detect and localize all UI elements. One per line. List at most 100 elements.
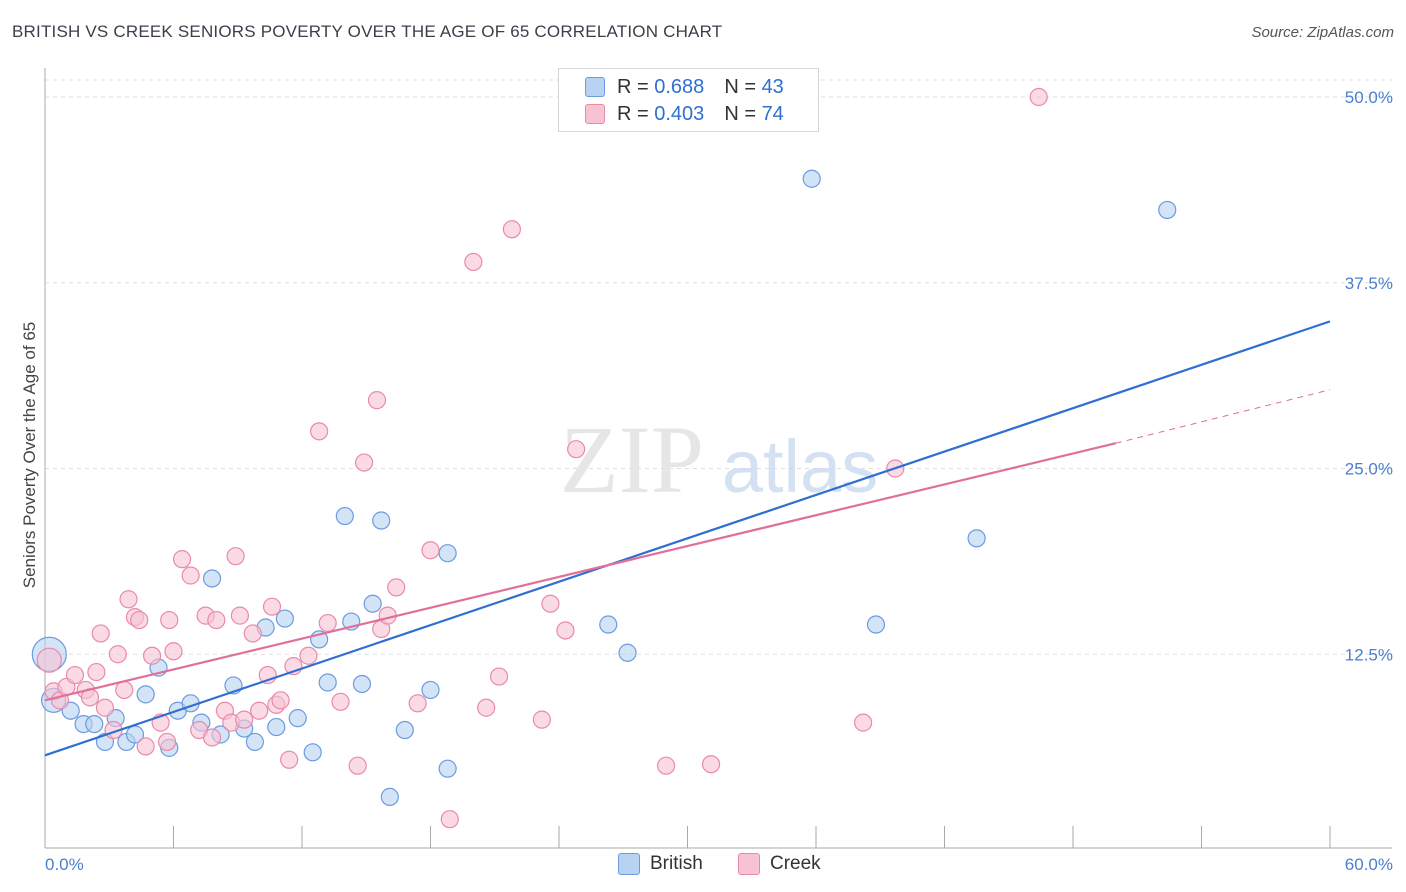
creek-point [207,610,226,630]
creek-point [115,680,134,700]
creek-point [1029,87,1048,107]
creek-point [243,624,262,643]
creek-point [181,566,200,585]
creek-point [408,694,427,713]
creek-point [701,755,721,774]
x-tick-label-min: 0.0% [45,855,84,874]
british-point [85,714,104,734]
british-r-value: 0.688 [654,75,705,98]
creek-point [280,750,299,769]
creek-point [387,578,406,597]
british-point [335,506,354,526]
axes [44,68,1392,849]
british-point [267,717,286,737]
tick-labels: 12.5% 25.0% 37.5% 50.0% 0.0% 60.0% [45,88,1393,874]
creek-point [318,613,337,633]
creek-point [250,701,269,720]
legend-row-creek: R = 0.403 N = 74 [585,102,784,126]
creek-point [854,713,873,732]
creek-trend-line [44,442,1117,702]
creek-point [36,647,62,673]
british-point [288,709,307,728]
creek-point [108,645,127,664]
y-tick-label: 50.0% [1345,88,1393,107]
british-point [395,720,414,740]
british-n-value: 43 [761,75,784,98]
y-tick-label: 25.0% [1345,460,1393,479]
creek-legend-swatch [738,853,760,875]
creek-point [464,252,483,272]
creek-point [502,220,521,239]
watermark-atlas: atlas [722,425,878,508]
british-point [245,732,264,752]
grid-lines [45,79,1392,655]
creek-point [656,756,676,775]
british-point [438,759,457,778]
bottom-legend-british: British [618,852,703,876]
british-legend-label: British [650,853,703,874]
british-point [303,743,322,762]
creek-point [299,646,318,665]
creek-point [421,541,440,560]
british-point [618,643,637,662]
creek-point [477,698,496,717]
british-n-label: N = [724,75,756,98]
british-point [136,685,155,704]
creek-point [541,594,560,613]
creek-point [262,597,282,616]
british-point [438,544,457,563]
creek-point [130,610,149,630]
creek-point [348,756,367,775]
creek-point [355,453,374,472]
british-point [275,609,294,628]
creek-point [230,606,249,625]
british-point [380,787,399,807]
creek-point [172,550,192,569]
british-trend-line [44,320,1331,757]
british-r-label: R = [617,75,649,98]
british-point [967,529,986,548]
british-point [802,169,821,188]
legend-row-british: R = 0.688 N = 43 [585,75,784,99]
british-point [352,674,372,694]
creek-point [226,547,245,566]
creek-point [164,642,183,661]
british-point [421,680,440,700]
y-tick-label: 12.5% [1345,645,1393,664]
creek-point [202,728,222,747]
british-point [202,569,222,588]
creek-point [142,646,162,665]
creek-n-label: N = [724,102,756,125]
british-point [363,594,382,613]
creek-point [91,624,110,643]
creek-point [532,710,551,729]
x-tick-label-max: 60.0% [1345,855,1393,874]
british-point [372,511,391,530]
creek-point [160,610,179,630]
creek-point [119,590,138,609]
creek-point [271,691,290,710]
creek-point [65,665,85,685]
british-point [866,615,886,634]
creek-point [87,662,106,682]
creek-point [489,667,509,686]
creek-r-value: 0.403 [654,102,705,125]
british-swatch [585,77,605,97]
creek-swatch [585,104,605,124]
creek-point [331,692,350,711]
bottom-legend-creek: Creek [738,852,821,876]
creek-point [157,732,177,752]
creek-n-value: 74 [761,102,784,125]
creek-point [567,440,586,459]
creek-point [556,621,575,640]
creek-points [36,87,1048,829]
y-tick-label: 37.5% [1345,274,1393,293]
creek-point [136,737,155,756]
source-label: Source: ZipAtlas.com [1251,24,1394,41]
creek-legend-label: Creek [770,853,821,874]
creek-point [95,698,115,717]
creek-point [310,422,329,441]
trend-lines [44,320,1331,757]
british-point [318,673,337,692]
